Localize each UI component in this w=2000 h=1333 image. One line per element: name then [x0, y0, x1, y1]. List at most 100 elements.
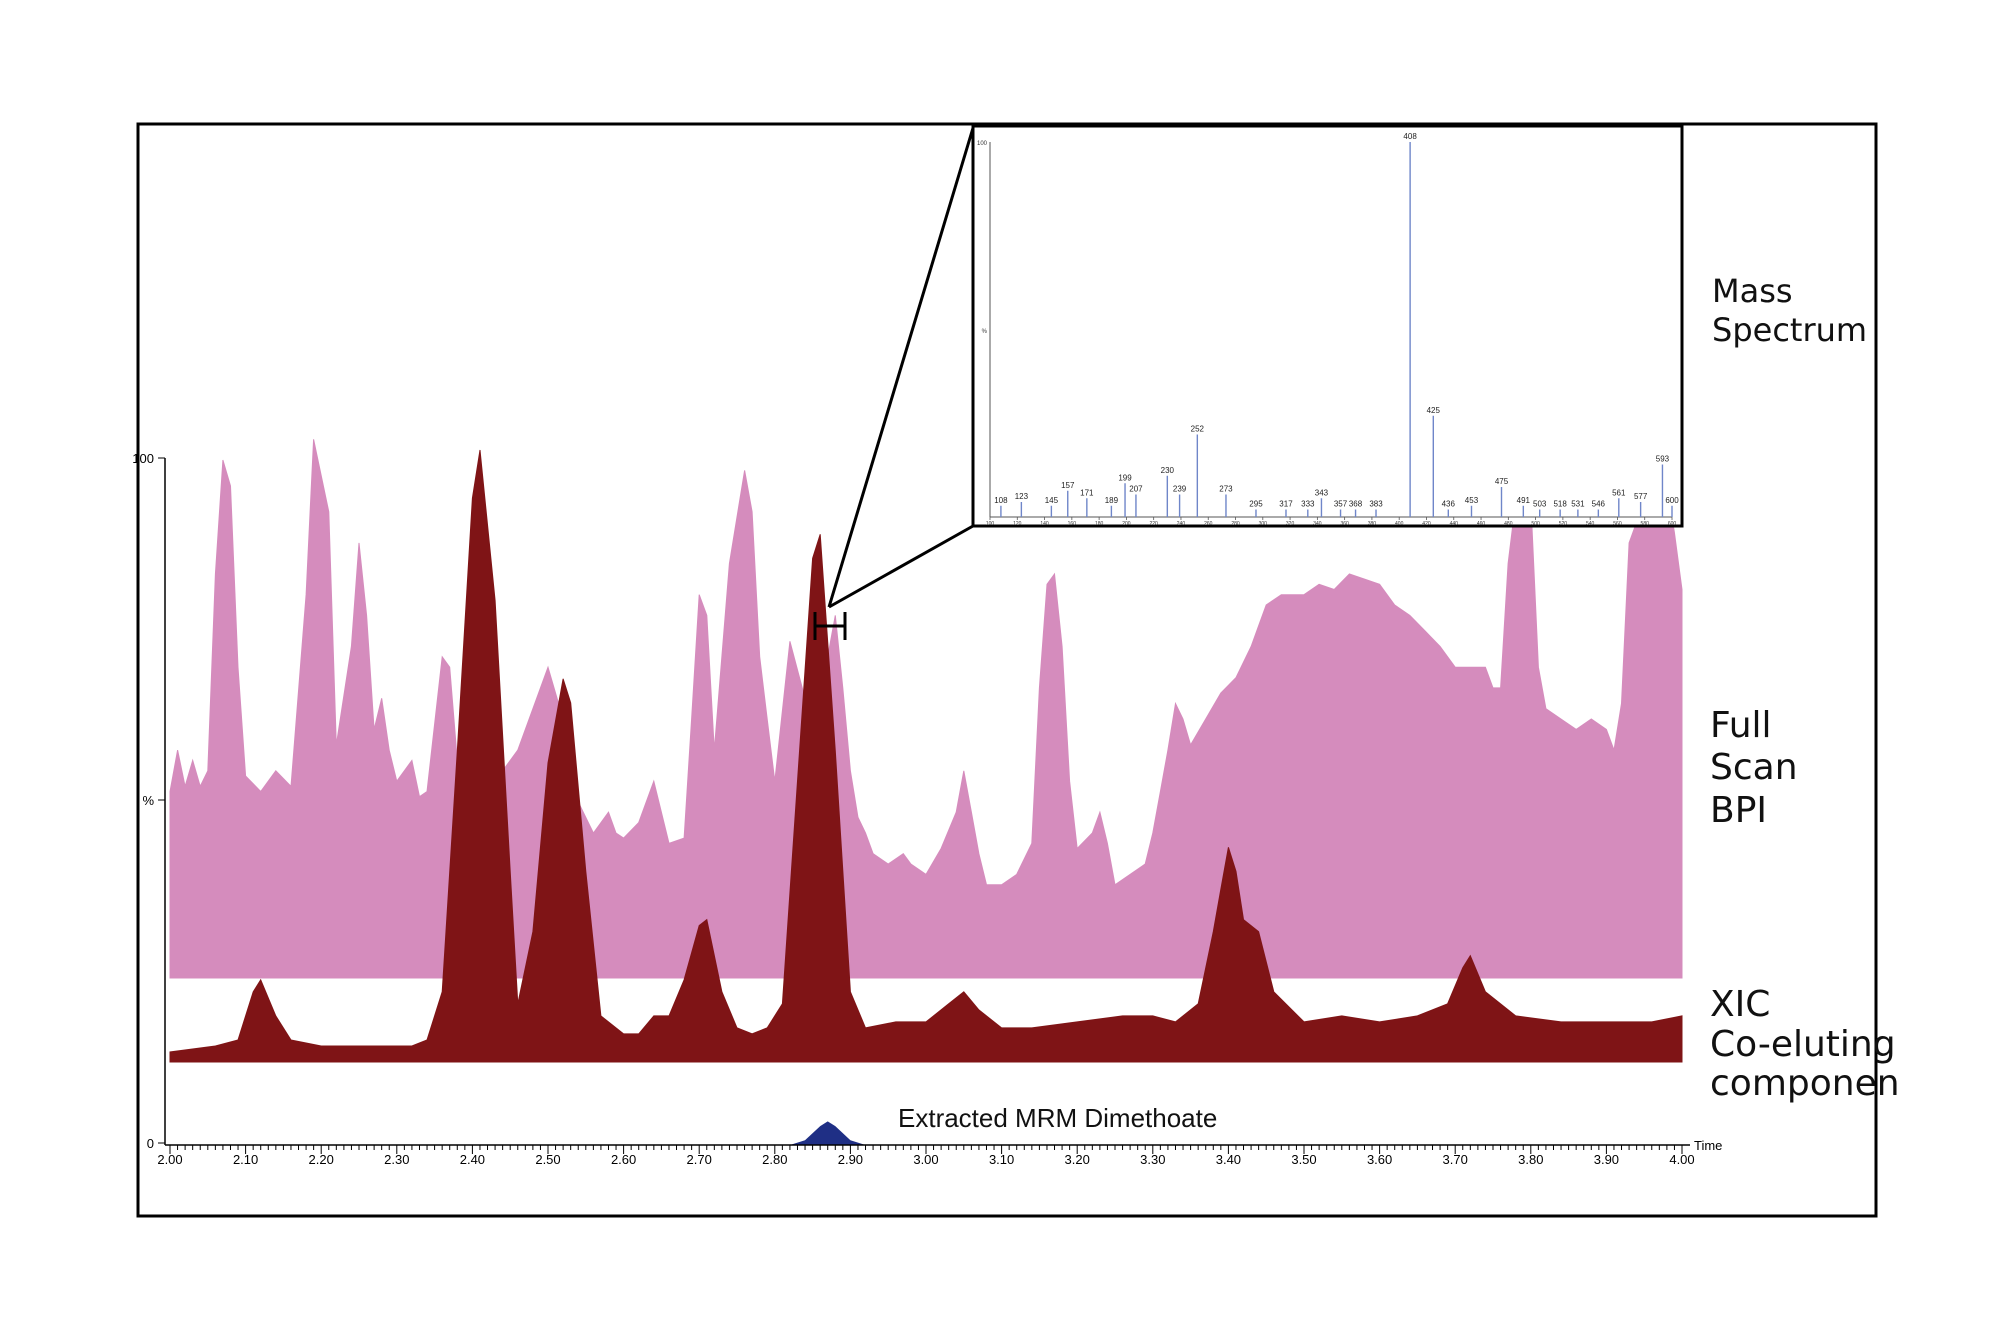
inset-x-tick-label: 600 [1668, 521, 1677, 527]
x-tick-label: 2.90 [838, 1152, 863, 1167]
x-tick-label: 2.40 [460, 1152, 485, 1167]
inset-x-tick-label: 480 [1504, 521, 1513, 527]
inset-x-tick-label: 380 [1368, 521, 1377, 527]
x-tick-label: 2.30 [384, 1152, 409, 1167]
spectrum-peak-label: 600 [1665, 496, 1679, 505]
full-scan-bpi-label-line: Scan [1710, 747, 1798, 789]
y-tick-label: 100 [132, 451, 154, 466]
mrm-series-area [789, 1121, 866, 1145]
spectrum-peak-label: 577 [1634, 492, 1648, 501]
inset-x-tick-label: 240 [1177, 521, 1186, 527]
spectrum-peak-label: 518 [1553, 500, 1567, 509]
spectrum-peak-label: 425 [1427, 406, 1441, 415]
spectrum-peak-label: 368 [1349, 500, 1363, 509]
y-tick-label: 0 [147, 1136, 154, 1151]
inset-x-tick-label: 140 [1040, 521, 1049, 527]
inset-x-tick-label: 300 [1259, 521, 1268, 527]
zoom-line-upper [827, 127, 975, 608]
full-scan-bpi-label-line: BPI [1710, 789, 1768, 831]
spectrum-peak-label: 453 [1465, 496, 1479, 505]
x-tick-label: 2.60 [611, 1152, 636, 1167]
spectrum-peak-label: 108 [994, 496, 1008, 505]
mass-spectrum-label-line: Mass [1712, 272, 1793, 310]
time-axis: 100% 02.00 2.10 2.20 2.30 2.40 2.50 2.60 2.70 2.8… [132, 451, 1722, 1167]
mrm-layer [789, 1121, 866, 1145]
inset-y-tick-label: 100 [977, 141, 988, 147]
mass-spectrum-inset: 100% 100 120 140 160 180 200 220 240 260 280 300 320… [971, 124, 1684, 528]
x-tick-label: 3.90 [1594, 1152, 1619, 1167]
x-tick-label: 3.20 [1065, 1152, 1090, 1167]
inset-x-tick-label: 560 [1613, 521, 1622, 527]
spectrum-peak-label: 157 [1061, 481, 1075, 490]
xic-label-line: XIC [1710, 984, 1771, 1025]
spectrum-peak-label: 273 [1219, 485, 1233, 494]
x-tick-label: 4.00 [1669, 1152, 1694, 1167]
inset-x-tick-label: 540 [1586, 521, 1595, 527]
inset-x-tick-label: 400 [1395, 521, 1404, 527]
inset-x-tick-label: 100 [986, 521, 995, 527]
spectrum-peak-label: 593 [1656, 455, 1670, 464]
x-tick-label: 3.60 [1367, 1152, 1392, 1167]
inset-x-tick-label: 500 [1531, 521, 1540, 527]
mass-spectrum-label: Mass Spectrum [1712, 272, 1867, 350]
inset-y-tick-label: % [982, 329, 988, 335]
xic-series-area [169, 449, 1683, 1063]
inset-x-tick-label: 180 [1095, 521, 1104, 527]
full-scan-bpi-label: Full Scan BPI [1710, 705, 1798, 832]
spectrum-peak-label: 123 [1015, 492, 1029, 501]
inset-x-tick-label: 440 [1450, 521, 1459, 527]
x-tick-label: 3.40 [1216, 1152, 1241, 1167]
zoom-line-lower [828, 524, 974, 609]
x-tick-label: 2.20 [309, 1152, 334, 1167]
mass-spectrum-label-line: Spectrum [1712, 311, 1868, 350]
inset-x-tick-label: 120 [1013, 521, 1022, 527]
spectrum-peak-label: 189 [1105, 496, 1119, 505]
x-tick-label: 3.80 [1518, 1152, 1543, 1167]
inset-x-tick-label: 340 [1313, 521, 1322, 527]
inset-x-tick-label: 160 [1068, 521, 1077, 527]
x-tick-label: 2.80 [762, 1152, 787, 1167]
x-tick-label: 3.00 [913, 1152, 938, 1167]
spectrum-peak-label: 436 [1442, 500, 1456, 509]
inset-x-tick-label: 260 [1204, 521, 1213, 527]
spectrum-peak-label: 171 [1080, 488, 1094, 497]
spectrum-peak-label: 333 [1301, 500, 1315, 509]
xic-label-line: Co-eluting [1710, 1023, 1896, 1065]
spectrum-peak-label: 475 [1495, 477, 1509, 486]
spectrum-peak-label: 408 [1403, 132, 1417, 141]
spectrum-peak-label: 239 [1173, 485, 1187, 494]
inset-x-tick-label: 200 [1122, 521, 1131, 527]
spectrum-peak-label: 295 [1249, 500, 1263, 509]
spectrum-peak-label: 207 [1129, 485, 1143, 494]
inset-x-tick-label: 580 [1641, 521, 1650, 527]
inset-x-tick-label: 420 [1422, 521, 1431, 527]
inset-x-tick-label: 280 [1231, 521, 1240, 527]
spectrum-peak-label: 531 [1571, 500, 1585, 509]
x-tick-label: 3.30 [1140, 1152, 1165, 1167]
spectrum-peak-label: 145 [1045, 496, 1059, 505]
y-tick-label: % [142, 793, 154, 808]
spectrum-peak-label: 357 [1334, 500, 1348, 509]
spectrum-peak-label: 546 [1592, 500, 1606, 509]
spectrum-peak-label: 561 [1612, 488, 1626, 497]
x-tick-label: 2.70 [687, 1152, 712, 1167]
xic-label: XIC Co-eluting componen [1710, 985, 1900, 1104]
zoom-indicator [813, 127, 975, 640]
spectrum-peak-label: 491 [1517, 496, 1531, 505]
spectrum-peak-label: 383 [1369, 500, 1383, 509]
x-tick-label: 2.10 [233, 1152, 258, 1167]
xic-label-line: componen [1710, 1063, 1900, 1105]
inset-x-tick-label: 520 [1559, 521, 1568, 527]
x-tick-label: 3.10 [989, 1152, 1014, 1167]
full-scan-bpi-label-line: Full [1710, 705, 1772, 746]
inset-frame [971, 124, 1684, 528]
x-axis-unit-label: Time [1694, 1138, 1722, 1153]
x-tick-label: 3.50 [1291, 1152, 1316, 1167]
x-tick-label: 2.50 [535, 1152, 560, 1167]
inset-x-tick-label: 460 [1477, 521, 1486, 527]
x-tick-label: 3.70 [1443, 1152, 1468, 1167]
spectrum-peak-label: 199 [1118, 473, 1132, 482]
spectrum-peak-label: 317 [1279, 500, 1293, 509]
inset-x-tick-label: 220 [1150, 521, 1159, 527]
spectrum-peak-label: 252 [1191, 425, 1205, 434]
